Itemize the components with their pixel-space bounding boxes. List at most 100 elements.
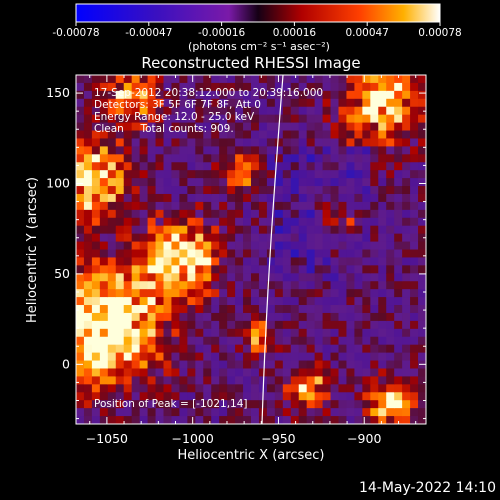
heatmap-cell xyxy=(338,273,348,282)
heatmap-cell xyxy=(378,209,387,219)
heatmap-cell xyxy=(378,75,387,84)
heatmap-cell xyxy=(131,328,141,338)
heatmap-cell xyxy=(394,201,403,211)
heatmap-cell xyxy=(418,209,426,219)
heatmap-cell xyxy=(203,408,212,417)
heatmap-cell xyxy=(386,90,395,100)
heatmap-cell xyxy=(282,416,292,424)
heatmap-cell xyxy=(282,273,292,282)
heatmap-cell xyxy=(155,106,165,116)
heatmap-cell xyxy=(322,162,332,171)
heatmap-cell xyxy=(99,75,109,84)
heatmap-cell xyxy=(338,392,348,401)
heatmap-cell xyxy=(370,130,379,140)
heatmap-cell xyxy=(346,273,355,282)
heatmap-cell xyxy=(290,241,300,251)
heatmap-cell xyxy=(243,312,252,322)
heatmap-cell xyxy=(147,273,157,282)
heatmap-cell xyxy=(187,265,196,274)
heatmap-cell xyxy=(195,400,204,409)
heatmap-cell xyxy=(99,217,109,227)
heatmap-cell xyxy=(410,297,419,306)
heatmap-cell xyxy=(107,122,117,132)
heatmap-cell xyxy=(99,352,109,362)
heatmap-cell xyxy=(410,130,419,140)
heatmap-cell xyxy=(219,305,228,314)
heatmap-cell xyxy=(195,225,204,235)
heatmap-cell xyxy=(83,82,93,92)
heatmap-cell xyxy=(386,122,395,132)
heatmap-cell xyxy=(107,384,117,393)
heatmap-cell xyxy=(195,90,204,100)
heatmap-cell xyxy=(243,305,252,314)
heatmap-cell xyxy=(123,217,133,227)
heatmap-cell xyxy=(131,384,141,393)
heatmap-cell xyxy=(131,130,141,140)
heatmap-cell xyxy=(362,130,371,140)
heatmap-cell xyxy=(211,162,220,171)
heatmap-cell xyxy=(322,352,332,362)
heatmap-cell xyxy=(314,336,324,346)
heatmap-cell xyxy=(155,217,165,227)
heatmap-cell xyxy=(179,336,188,346)
heatmap-cell xyxy=(179,265,188,274)
heatmap-cell xyxy=(235,98,244,108)
heatmap-cell xyxy=(163,249,173,259)
heatmap-cell xyxy=(115,146,125,155)
heatmap-cell xyxy=(195,241,204,251)
heatmap-cell xyxy=(187,360,196,370)
heatmap-cell xyxy=(91,400,101,409)
heatmap-cell xyxy=(155,376,165,385)
heatmap-cell xyxy=(195,384,204,393)
heatmap-cell xyxy=(139,154,149,163)
x-tick-label: −950 xyxy=(261,431,295,446)
heatmap-cell xyxy=(91,170,101,179)
heatmap-cell xyxy=(91,122,101,132)
heatmap-cell xyxy=(362,305,371,314)
heatmap-cell xyxy=(402,273,411,282)
heatmap-cell xyxy=(290,162,300,171)
heatmap-cell xyxy=(131,320,141,330)
heatmap-cell xyxy=(195,273,204,282)
heatmap-cell xyxy=(298,265,308,274)
heatmap-cell xyxy=(219,376,228,385)
heatmap-cell xyxy=(410,138,419,147)
heatmap-cell xyxy=(163,360,173,370)
heatmap-cell xyxy=(266,273,276,282)
heatmap-cell xyxy=(274,146,284,155)
heatmap-cell xyxy=(338,416,348,424)
heatmap-cell xyxy=(203,138,212,147)
heatmap-cell xyxy=(362,186,371,195)
heatmap-cell xyxy=(211,305,220,314)
heatmap-cell xyxy=(163,225,173,235)
heatmap-cell xyxy=(195,162,204,171)
heatmap-cell xyxy=(394,336,403,346)
heatmap-cell xyxy=(322,305,332,314)
heatmap-cell xyxy=(362,400,371,409)
heatmap-cell xyxy=(330,170,340,179)
heatmap-cell xyxy=(274,344,284,354)
heatmap-cell xyxy=(338,289,348,298)
heatmap-cell xyxy=(314,178,324,187)
heatmap-cell xyxy=(306,114,316,124)
heatmap-cell xyxy=(123,312,133,322)
heatmap-cell xyxy=(91,281,101,290)
heatmap-cell xyxy=(402,217,411,227)
heatmap-cell xyxy=(171,106,180,116)
heatmap-cell xyxy=(330,98,340,108)
heatmap-cell xyxy=(83,312,93,322)
heatmap-cell xyxy=(410,122,419,132)
heatmap-cell xyxy=(386,273,395,282)
heatmap-cell xyxy=(195,201,204,211)
heatmap-cell xyxy=(322,241,332,251)
heatmap-cell xyxy=(115,201,125,211)
heatmap-cell xyxy=(203,233,212,243)
heatmap-cell xyxy=(290,344,300,354)
heatmap-cell xyxy=(370,305,379,314)
heatmap-cell xyxy=(251,154,260,163)
heatmap-cell xyxy=(258,130,268,140)
heatmap-cell xyxy=(322,82,332,92)
heatmap-cell xyxy=(147,249,157,259)
heatmap-cell xyxy=(346,217,355,227)
heatmap-cell xyxy=(147,90,157,100)
